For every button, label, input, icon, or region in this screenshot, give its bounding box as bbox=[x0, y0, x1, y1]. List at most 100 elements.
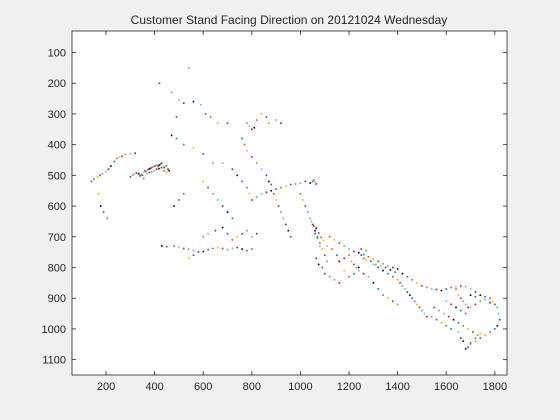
data-point bbox=[494, 303, 496, 306]
data-point bbox=[170, 134, 173, 137]
data-point bbox=[438, 309, 440, 312]
data-point bbox=[474, 295, 477, 298]
data-point bbox=[315, 183, 318, 185]
data-point bbox=[144, 169, 146, 172]
data-point bbox=[311, 223, 314, 226]
data-point bbox=[338, 242, 341, 244]
data-point bbox=[275, 188, 277, 190]
data-point bbox=[110, 165, 112, 167]
data-point bbox=[464, 285, 467, 288]
data-point bbox=[445, 288, 448, 290]
data-point bbox=[255, 196, 258, 198]
data-point bbox=[319, 245, 321, 247]
data-point bbox=[105, 170, 107, 173]
data-point bbox=[343, 257, 345, 260]
axes: 200 400 600 800 1000 1200 1400 1600 1800 100 200 30… bbox=[42, 30, 508, 393]
data-point bbox=[311, 180, 314, 183]
data-point bbox=[357, 269, 360, 272]
data-point bbox=[404, 288, 406, 290]
data-point bbox=[416, 303, 418, 306]
data-point bbox=[426, 315, 428, 318]
data-point bbox=[489, 297, 491, 300]
data-point bbox=[367, 255, 370, 258]
data-point bbox=[408, 294, 411, 296]
chart-title: Customer Stand Facing Direction on 20121… bbox=[131, 13, 448, 27]
data-point bbox=[314, 229, 316, 232]
data-point bbox=[187, 248, 190, 250]
data-point bbox=[469, 294, 472, 296]
data-point bbox=[294, 183, 297, 185]
data-point bbox=[162, 165, 164, 168]
data-point bbox=[489, 302, 491, 304]
data-point bbox=[241, 180, 243, 183]
data-point bbox=[455, 285, 457, 288]
data-point bbox=[435, 288, 438, 291]
data-point bbox=[314, 181, 316, 183]
data-point bbox=[209, 116, 212, 118]
y-tick-label: 300 bbox=[48, 109, 66, 121]
data-point bbox=[217, 246, 219, 249]
data-point bbox=[479, 337, 482, 339]
data-point bbox=[313, 225, 315, 227]
data-point bbox=[142, 177, 145, 180]
data-point bbox=[157, 165, 160, 167]
data-point bbox=[192, 100, 195, 103]
data-point bbox=[306, 211, 309, 214]
data-point bbox=[450, 303, 452, 306]
data-point bbox=[246, 149, 248, 152]
data-point bbox=[287, 229, 290, 232]
data-point bbox=[469, 341, 472, 344]
data-point bbox=[323, 254, 326, 257]
data-point bbox=[396, 268, 399, 270]
y-tick-label: 100 bbox=[48, 48, 66, 60]
data-point bbox=[289, 235, 292, 238]
data-point bbox=[343, 245, 345, 247]
data-point bbox=[221, 205, 224, 207]
data-point bbox=[423, 312, 426, 315]
data-point bbox=[457, 321, 460, 324]
data-point bbox=[175, 137, 178, 140]
data-point bbox=[389, 269, 392, 271]
data-point bbox=[418, 306, 421, 309]
data-point bbox=[236, 174, 239, 177]
data-point bbox=[450, 286, 452, 289]
x-tick-label: 1600 bbox=[434, 381, 458, 393]
data-point bbox=[494, 328, 496, 330]
data-point bbox=[462, 325, 465, 327]
x-tick-label: 1200 bbox=[337, 381, 361, 393]
data-point bbox=[316, 235, 319, 238]
data-point bbox=[372, 282, 375, 284]
data-point bbox=[163, 169, 165, 172]
data-point bbox=[348, 254, 350, 257]
data-point bbox=[255, 119, 258, 121]
data-point bbox=[99, 205, 102, 207]
data-point bbox=[97, 192, 100, 195]
data-point bbox=[207, 186, 209, 189]
data-point bbox=[304, 180, 307, 183]
data-point bbox=[158, 82, 161, 85]
data-point bbox=[251, 235, 253, 238]
x-tick-label: 1400 bbox=[385, 381, 409, 393]
data-point bbox=[165, 171, 168, 174]
data-point bbox=[479, 294, 482, 296]
y-tick-label: 400 bbox=[48, 140, 66, 152]
data-point bbox=[370, 260, 372, 263]
data-point bbox=[200, 103, 202, 106]
data-point bbox=[118, 156, 121, 158]
data-point bbox=[426, 286, 428, 289]
data-point bbox=[150, 167, 152, 169]
data-point bbox=[260, 168, 263, 171]
data-point bbox=[399, 282, 401, 284]
data-point bbox=[331, 248, 333, 250]
data-point bbox=[467, 346, 469, 349]
plot-area bbox=[72, 31, 507, 375]
y-tick-label: 200 bbox=[48, 78, 66, 90]
data-point bbox=[313, 179, 315, 181]
data-point bbox=[124, 153, 127, 156]
data-point bbox=[387, 297, 389, 300]
data-point bbox=[160, 166, 163, 169]
data-point bbox=[246, 229, 248, 232]
data-point bbox=[161, 162, 163, 164]
data-point bbox=[246, 186, 248, 189]
data-point bbox=[496, 325, 499, 327]
